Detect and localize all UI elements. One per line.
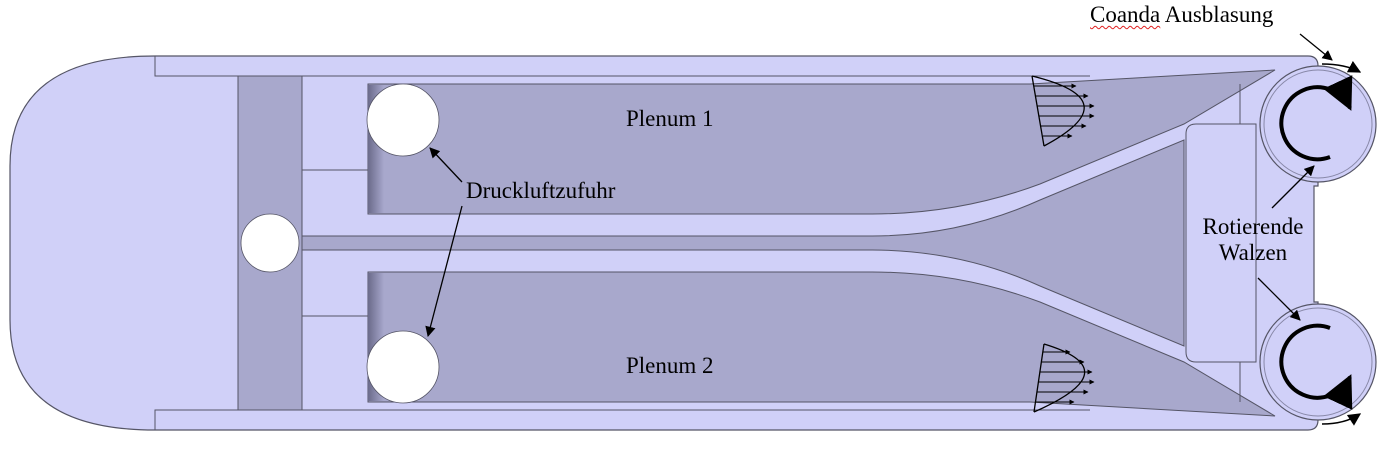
rollers-label: Rotierende Walzen (1194, 214, 1312, 267)
roller-bottom-inner (1263, 307, 1373, 417)
roller-support-block (1185, 123, 1257, 363)
body-step-top (154, 56, 163, 77)
pointer-arrow-supply-top (429, 147, 463, 183)
rotation-arrow-bottom (1279, 323, 1353, 410)
coanda-label-word-1: Coanda (1090, 2, 1161, 27)
roller-bottom (1259, 303, 1377, 421)
velocity-profile-1 (1031, 75, 1095, 147)
supply-hole-plenum-1 (366, 83, 440, 157)
rollers-label-line-1: Rotierende (1202, 214, 1304, 239)
pointer-arrow-roller-top (1271, 165, 1315, 209)
roller-top (1259, 65, 1377, 183)
pointer-arrow-roller-bottom (1257, 277, 1301, 321)
coanda-jet-arrow-bottom (1321, 413, 1362, 426)
supply-label: Druckluftzufuhr (466, 178, 616, 203)
plenum-2-label: Plenum 2 (626, 353, 714, 378)
rotation-arrow-top (1279, 75, 1353, 162)
supply-hole-center (240, 213, 300, 273)
body-step-bottom (154, 409, 163, 430)
plenum-2 (367, 271, 1276, 417)
center-channel (301, 139, 1185, 347)
pointer-arrow-coanda (1299, 33, 1333, 61)
supply-hole-plenum-2 (366, 330, 440, 404)
roller-top-inner (1263, 69, 1373, 179)
coanda-label-word-2: Ausblasung (1164, 2, 1274, 27)
rollers-label-line-2: Walzen (1218, 240, 1288, 266)
velocity-profile-2 (1033, 343, 1095, 413)
coanda-label: Coanda Ausblasung (1090, 2, 1273, 28)
plenum-1-label: Plenum 1 (626, 106, 714, 131)
pointer-arrow-supply-bottom (425, 205, 463, 338)
coanda-jet-arrow-top (1321, 60, 1362, 73)
